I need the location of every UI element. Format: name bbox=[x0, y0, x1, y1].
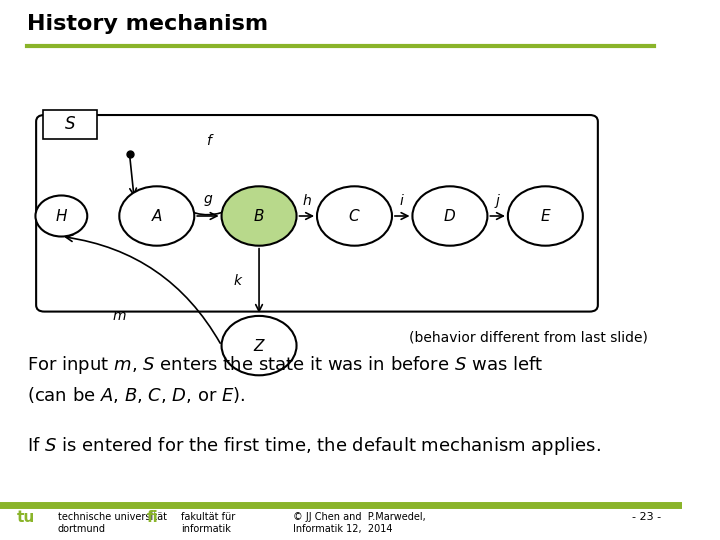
FancyBboxPatch shape bbox=[43, 110, 96, 139]
Text: $h$: $h$ bbox=[302, 193, 312, 208]
Text: $k$: $k$ bbox=[233, 273, 244, 288]
Text: $m$: $m$ bbox=[112, 309, 127, 323]
Text: $Z$: $Z$ bbox=[253, 338, 266, 354]
Text: $g$: $g$ bbox=[203, 193, 213, 208]
FancyArrowPatch shape bbox=[395, 213, 408, 219]
Circle shape bbox=[317, 186, 392, 246]
FancyArrowPatch shape bbox=[160, 188, 257, 215]
Text: $i$: $i$ bbox=[400, 193, 405, 208]
FancyArrowPatch shape bbox=[66, 235, 220, 343]
Text: tu: tu bbox=[17, 510, 35, 525]
Text: $S$: $S$ bbox=[64, 115, 76, 133]
Circle shape bbox=[508, 186, 583, 246]
FancyArrowPatch shape bbox=[197, 213, 217, 219]
Circle shape bbox=[35, 195, 87, 237]
FancyArrowPatch shape bbox=[130, 157, 136, 195]
Text: fakultät für
informatik: fakultät für informatik bbox=[181, 512, 235, 534]
Text: For input $m$, $S$ enters the state it was in before $S$ was left
(can be $A$, $: For input $m$, $S$ enters the state it w… bbox=[27, 354, 544, 406]
Text: $H$: $H$ bbox=[55, 208, 68, 224]
Text: technische universität
dortmund: technische universität dortmund bbox=[58, 512, 167, 534]
Text: If $S$ is entered for the first time, the default mechanism applies.: If $S$ is entered for the first time, th… bbox=[27, 435, 601, 457]
Text: $B$: $B$ bbox=[253, 208, 265, 224]
Text: $E$: $E$ bbox=[539, 208, 552, 224]
Text: © JJ Chen and  P.Marwedel,
Informatik 12,  2014: © JJ Chen and P.Marwedel, Informatik 12,… bbox=[293, 512, 426, 534]
Text: - 23 -: - 23 - bbox=[632, 512, 661, 522]
FancyArrowPatch shape bbox=[300, 213, 312, 219]
Text: $f$: $f$ bbox=[206, 133, 215, 148]
FancyArrowPatch shape bbox=[256, 248, 262, 311]
Circle shape bbox=[222, 316, 297, 375]
Text: fi: fi bbox=[147, 510, 158, 525]
Circle shape bbox=[222, 186, 297, 246]
FancyArrowPatch shape bbox=[490, 213, 503, 219]
Text: $C$: $C$ bbox=[348, 208, 361, 224]
Circle shape bbox=[413, 186, 487, 246]
Text: $A$: $A$ bbox=[150, 208, 163, 224]
Circle shape bbox=[120, 186, 194, 246]
FancyBboxPatch shape bbox=[36, 115, 598, 312]
Text: $D$: $D$ bbox=[444, 208, 456, 224]
Text: History mechanism: History mechanism bbox=[27, 14, 269, 33]
Text: (behavior different from last slide): (behavior different from last slide) bbox=[409, 330, 648, 345]
Text: $j$: $j$ bbox=[494, 192, 501, 210]
